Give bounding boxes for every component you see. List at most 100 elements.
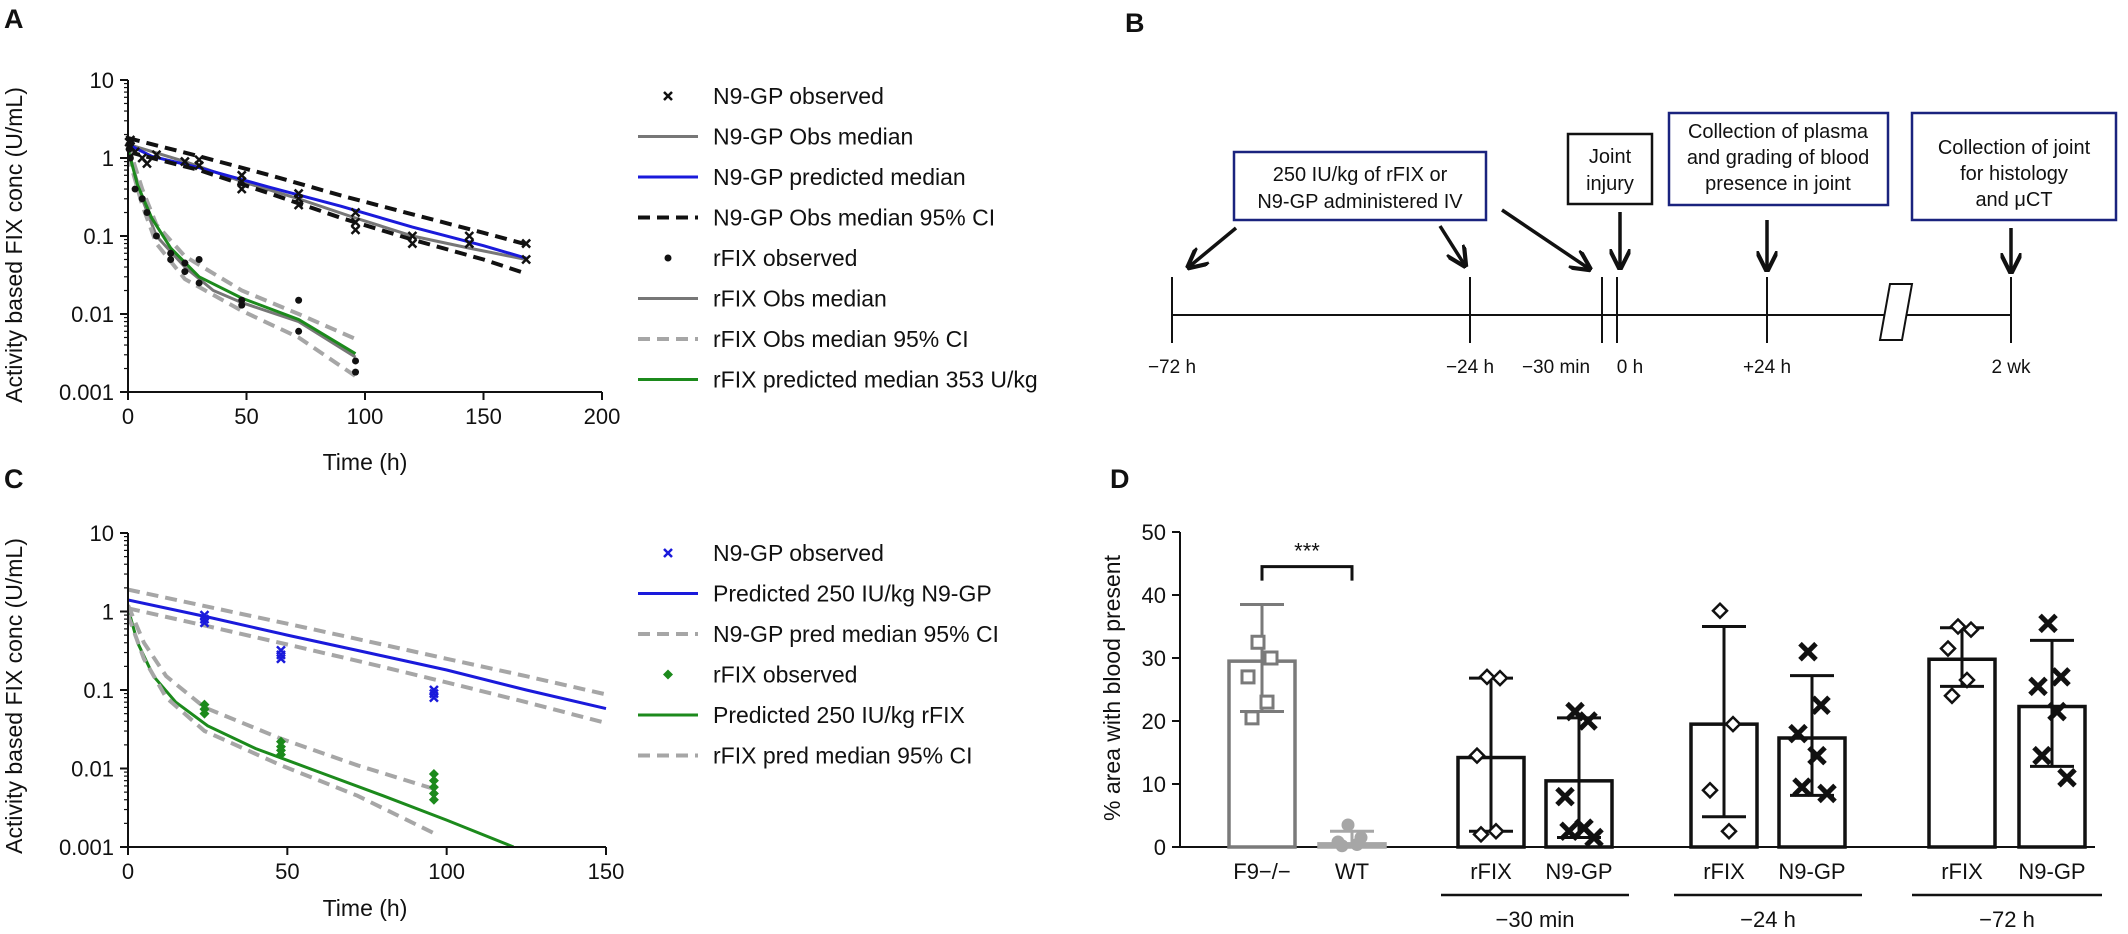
d-data-point — [1811, 695, 1831, 716]
A-legend-entry-label: rFIX Obs median 95% CI — [713, 326, 969, 352]
panel-d-chart: 0 10 20 30 40 50 F9−/− WT rFIX N9-GP rFIX N9-GP rFIX… — [1099, 520, 2102, 932]
d-data-point — [1798, 641, 1818, 662]
A-legend-entry-label: N9-GP Obs median — [713, 124, 913, 150]
C-series-rfix-pred-median-95-ci-lower- — [128, 614, 435, 835]
A-series-rfix-observed-point — [143, 209, 151, 217]
C-x-tick-label: 100 — [428, 859, 465, 884]
box-dose-line-2: N9-GP administered IV — [1257, 191, 1463, 213]
A-series-rfix-observed-point — [181, 268, 189, 276]
C-x-tick-label: 150 — [588, 859, 625, 884]
A-series-rfix-observed-point — [125, 145, 133, 153]
d-data-point — [1555, 786, 1575, 807]
A-x-tick-label: 100 — [347, 404, 384, 429]
C-legend-entry-label: N9-GP observed — [713, 540, 884, 566]
A-lines — [128, 136, 527, 378]
A-legend-entry-label: rFIX Obs median — [713, 286, 887, 312]
A-series-n9-gp-obs-median-95-ci-lower- — [128, 149, 527, 276]
C-series-rfix-observed-point — [428, 794, 439, 805]
box-joint-line-3: and μCT — [1975, 189, 2052, 211]
d-data-point — [2038, 613, 2058, 634]
timeline-label-minus30min: −30 min — [1522, 357, 1590, 378]
panel-a-chart: 0 50 100 150 200 0.001 0.01 0.1 1 10 Time (h) Act… — [1, 68, 1038, 475]
A-series-rfix-observed-point — [238, 301, 246, 309]
timeline-break-icon — [1878, 283, 1914, 341]
A-y-tick-label: 1 — [102, 146, 114, 171]
A-series-n9-gp-obs-median-95-ci — [128, 136, 527, 247]
d-data-point — [1468, 746, 1486, 765]
A-legend-entry-swatch — [663, 91, 673, 101]
C-series-predicted-250-iu-kg-n9-gp — [128, 598, 607, 711]
panel-a-axes: 0 50 100 150 200 0.001 0.01 0.1 1 10 — [59, 68, 620, 429]
C-y-tick-label: 1 — [102, 600, 114, 625]
d-data-point — [1472, 825, 1490, 844]
C-legend-entry-swatch — [663, 548, 673, 558]
A-series-n9-gp-observed-point — [293, 200, 304, 210]
d-data-point — [1788, 723, 1808, 744]
d-data-point — [1939, 639, 1957, 658]
A-y-tick-label: 0.1 — [83, 224, 114, 249]
box-plasma-line-3: presence in joint — [1705, 173, 1851, 195]
box-joint-line-1: Collection of joint — [1938, 137, 2091, 159]
d-data-point — [2032, 745, 2052, 766]
A-series-n9-gp-observed-point — [464, 231, 475, 241]
box-plasma-line-1: Collection of plasma — [1688, 121, 1869, 143]
A-x-tick-label: 150 — [465, 404, 502, 429]
panel-d-plot-area: 0 10 20 30 40 50 F9−/− WT rFIX N9-GP rFIX N9-GP rFIX… — [1142, 520, 2102, 932]
box-plasma-line-2: and grading of blood — [1687, 147, 1869, 169]
panel-c-chart: 0 50 100 150 0.001 0.01 0.1 1 10 Time (h) Activi… — [1, 521, 999, 921]
d-category-label: rFIX — [1470, 859, 1512, 884]
box-dose-line-1: 250 IU/kg of rFIX or — [1273, 164, 1448, 186]
d-data-point — [1565, 701, 1585, 722]
C-series-rfix-pred-median-95-ci — [128, 604, 435, 791]
arrow-to-minus24h — [1438, 225, 1464, 264]
d-data-point — [1949, 617, 1967, 636]
arrow-to-minus72h — [1190, 226, 1238, 266]
d-data-point — [1584, 827, 1604, 848]
d-category-label: N9-GP — [1778, 859, 1845, 884]
A-series-rfix-obs-median-95-ci-lower- — [128, 154, 357, 378]
A-series-rfix-observed-point — [131, 185, 139, 193]
panel-letter-d: D — [1110, 464, 1130, 494]
C-x-tick-label: 0 — [122, 859, 134, 884]
d-data-point — [1792, 777, 1812, 797]
d-data-point — [1491, 669, 1509, 687]
box-joint — [1910, 111, 2118, 222]
d-data-point — [1487, 822, 1505, 841]
C-series-n9-gp-observed-point — [429, 692, 439, 703]
A-series-n9-gp-observed-point — [236, 184, 247, 194]
C-legend-entry-label: rFIX observed — [713, 662, 857, 688]
box-injury — [1566, 132, 1654, 206]
A-series-rfix-observed-point — [152, 232, 160, 240]
A-series-n9-gp-observed-point — [350, 224, 361, 235]
d-data-point — [1341, 818, 1355, 832]
C-lines — [128, 587, 607, 847]
d-category-label: N9-GP — [1545, 859, 1612, 884]
C-series-rfix-observed-point — [275, 749, 286, 760]
d-data-point — [1244, 710, 1260, 726]
d-y-tick-label: 40 — [1142, 583, 1166, 608]
box-injury-line-2: injury — [1586, 173, 1634, 195]
A-legend-entry-label: rFIX observed — [713, 245, 857, 271]
timeline-label-minus72h: −72 h — [1148, 357, 1196, 378]
panel-c-legend: N9-GP observed Predicted 250 IU/kg N9-GP N… — [638, 540, 999, 769]
d-significance-label: *** — [1294, 539, 1320, 564]
A-series-rfix-observed-point — [352, 368, 360, 376]
C-series-rfix-observed-point — [428, 788, 439, 799]
A-series-n9-gp-observed-point — [350, 207, 361, 218]
d-data-point — [1701, 781, 1719, 800]
A-series-n9-gp-observed-point — [407, 238, 418, 249]
d-data-point — [1724, 715, 1742, 733]
d-category-label: rFIX — [1703, 859, 1745, 884]
d-data-point — [1720, 822, 1738, 841]
panel-a-legend: N9-GP observed N9-GP Obs median N9-GP pred… — [638, 83, 1038, 393]
A-x-tick-label: 0 — [122, 404, 134, 429]
A-series-rfix-observed-point — [195, 255, 203, 263]
C-legend-entry-label: rFIX pred median 95% CI — [713, 743, 973, 769]
d-category-label: WT — [1335, 859, 1369, 884]
C-x-tick-label: 50 — [275, 859, 299, 884]
d-y-tick-label: 20 — [1142, 709, 1166, 734]
A-series-n9-gp-observed-point — [194, 160, 204, 171]
C-series-n9-gp-observed-point — [199, 617, 210, 628]
d-data-point — [1817, 783, 1837, 804]
